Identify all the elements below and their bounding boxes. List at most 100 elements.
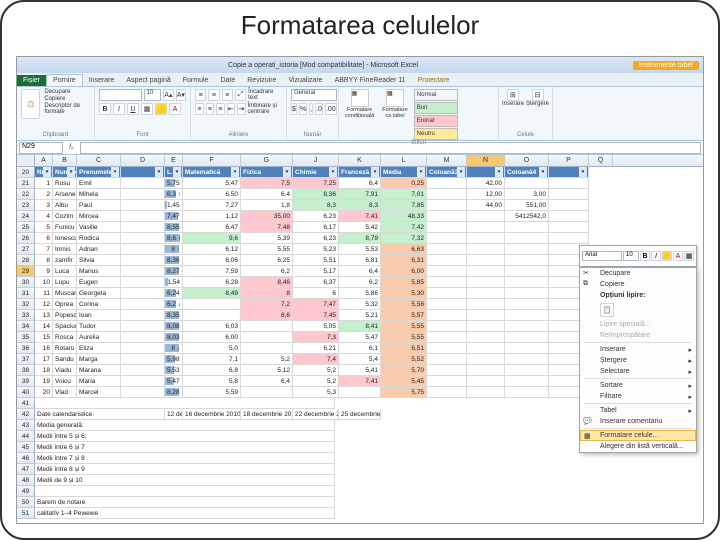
cell[interactable]: Corina (77, 299, 121, 310)
cell[interactable]: 7,47 (293, 299, 339, 310)
dec-decimal-button[interactable]: .00 (325, 103, 337, 115)
cell[interactable]: 5,39 (241, 233, 293, 244)
align-right-button[interactable]: ≡ (216, 103, 225, 115)
cell[interactable] (121, 310, 165, 321)
cell[interactable]: 35,00 (241, 211, 293, 222)
cell[interactable] (427, 332, 467, 343)
cell[interactable]: Paul (77, 200, 121, 211)
col-header-D[interactable]: D (121, 155, 165, 166)
table-format-button[interactable]: Formatare ca tabel (380, 107, 410, 119)
cell[interactable] (467, 299, 505, 310)
cell[interactable] (467, 277, 505, 288)
cell[interactable]: 8,36 ↑ (165, 255, 183, 266)
cell[interactable]: 5,23 (293, 244, 339, 255)
border-button[interactable]: ▦ (141, 103, 153, 115)
cell[interactable] (427, 200, 467, 211)
cell[interactable]: 6,23 (293, 211, 339, 222)
cell[interactable]: 6,1 (339, 343, 381, 354)
cell[interactable] (121, 244, 165, 255)
cell[interactable]: 1,12 (183, 211, 241, 222)
cell[interactable] (427, 211, 467, 222)
cell[interactable]: 42,00 (467, 178, 505, 189)
cell[interactable]: 5,12 (241, 365, 293, 376)
cell[interactable]: 5,55 (241, 244, 293, 255)
cell[interactable]: 5,86 (339, 288, 381, 299)
cell[interactable]: 6,8 (183, 365, 241, 376)
cell[interactable] (427, 365, 467, 376)
cell[interactable] (467, 354, 505, 365)
cell[interactable]: 6,4 (241, 189, 293, 200)
table-header[interactable]: Chimie (293, 167, 339, 178)
cell[interactable]: 6,4 (339, 266, 381, 277)
cell[interactable]: Lupu (53, 277, 77, 288)
table-header[interactable]: Matematică (183, 167, 241, 178)
cell[interactable]: 13 (35, 310, 53, 321)
table-header[interactable]: Coloană4 (505, 167, 549, 178)
cell[interactable]: Cozlm (53, 211, 77, 222)
cell[interactable]: 9 (35, 266, 53, 277)
table-header[interactable]: Nr.crt. (35, 167, 53, 178)
cell[interactable] (467, 387, 505, 398)
cell[interactable]: 1,54 (165, 277, 183, 288)
font-color-button[interactable]: A (169, 103, 181, 115)
insert-cell-button[interactable]: Inserare (502, 101, 524, 107)
cell[interactable]: 7,4 (293, 354, 339, 365)
cell[interactable] (467, 255, 505, 266)
cell[interactable]: 5,2 (241, 354, 293, 365)
context-item[interactable]: Inserare▸ (580, 344, 696, 355)
cell[interactable]: 8,6 (241, 310, 293, 321)
table-header[interactable]: Media (381, 167, 427, 178)
cell[interactable]: 6 (293, 288, 339, 299)
cell[interactable] (467, 365, 505, 376)
cell[interactable]: 5,51 (293, 255, 339, 266)
name-box[interactable]: N29 (19, 142, 63, 154)
cell[interactable]: 8 (35, 255, 53, 266)
col-header-C[interactable]: C (77, 155, 121, 166)
cell[interactable]: 7,25 (293, 178, 339, 189)
cell[interactable]: 48,33 (381, 211, 427, 222)
cell[interactable]: Adrian (77, 244, 121, 255)
cell[interactable] (183, 310, 241, 321)
mini-font[interactable]: Arial (582, 251, 622, 261)
cell[interactable] (467, 321, 505, 332)
cell[interactable]: 6,4 (241, 376, 293, 387)
cell[interactable] (505, 244, 549, 255)
cell[interactable] (549, 178, 589, 189)
cell[interactable]: 3 (35, 200, 53, 211)
cell[interactable] (505, 387, 549, 398)
cell[interactable]: Emil (77, 178, 121, 189)
tab-design[interactable]: Proiectare (412, 75, 456, 86)
cell[interactable] (467, 288, 505, 299)
cell[interactable] (427, 244, 467, 255)
paste-button[interactable]: 📋 (21, 89, 40, 119)
cell[interactable]: Vlad (53, 387, 77, 398)
cell[interactable]: 8,28 ↓ (165, 387, 183, 398)
align-top-button[interactable]: ≡ (195, 89, 206, 101)
cell[interactable] (549, 233, 589, 244)
context-item[interactable]: Tabel▸ (580, 405, 696, 416)
formula-input[interactable] (80, 142, 701, 154)
cell[interactable]: 6,06 (183, 255, 241, 266)
col-header-J[interactable]: J (293, 155, 339, 166)
cell[interactable]: 7,42 (381, 222, 427, 233)
col-header-L[interactable]: L (381, 155, 427, 166)
cell[interactable] (121, 354, 165, 365)
cell[interactable]: Mircea (77, 211, 121, 222)
cell[interactable] (121, 222, 165, 233)
cell[interactable]: 20 (35, 387, 53, 398)
cell[interactable]: 6,31 (381, 255, 427, 266)
col-header-B[interactable]: B (53, 155, 77, 166)
col-header-P[interactable]: P (549, 155, 589, 166)
tab-layout[interactable]: Aspect pagină (120, 75, 176, 86)
table-header[interactable]: Numele (53, 167, 77, 178)
cell[interactable]: 6,2 (241, 266, 293, 277)
cell[interactable] (505, 233, 549, 244)
col-header-G[interactable]: G (241, 155, 293, 166)
cell[interactable]: 8,46 (241, 277, 293, 288)
cell[interactable]: 5,17 (293, 266, 339, 277)
cell[interactable]: Rusu (53, 178, 77, 189)
cell[interactable] (427, 178, 467, 189)
cell[interactable] (467, 332, 505, 343)
cell[interactable]: 5,98 ↓ (165, 354, 183, 365)
tab-insert[interactable]: Inserare (83, 75, 121, 86)
